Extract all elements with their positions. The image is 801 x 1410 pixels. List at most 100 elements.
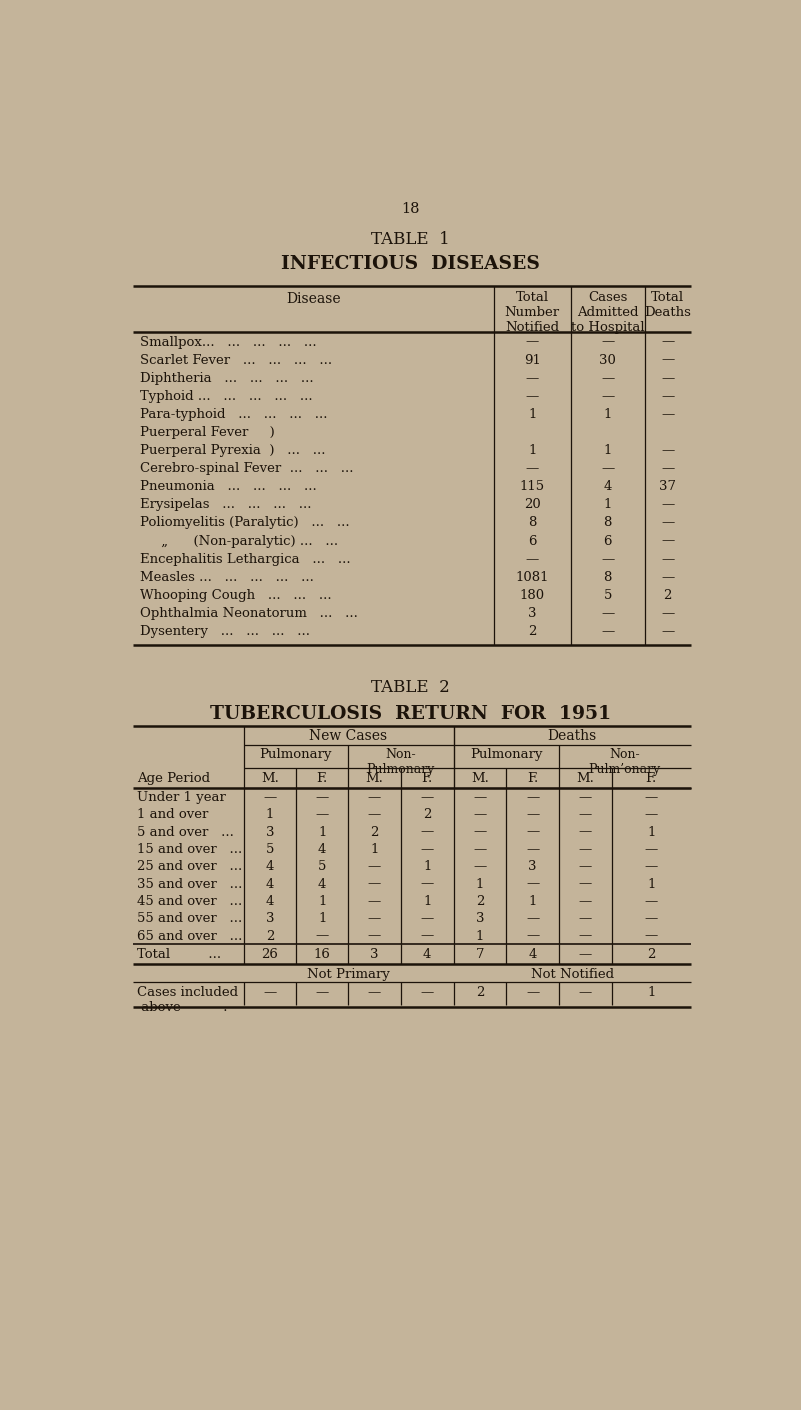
Text: Pneumonia   ...   ...   ...   ...: Pneumonia ... ... ... ... xyxy=(140,481,317,494)
Text: 115: 115 xyxy=(520,481,545,494)
Text: M.: M. xyxy=(261,771,279,785)
Text: 4: 4 xyxy=(604,481,612,494)
Text: —: — xyxy=(661,498,674,512)
Text: —: — xyxy=(473,826,486,839)
Text: —: — xyxy=(264,986,276,1000)
Text: Not Primary: Not Primary xyxy=(307,967,390,981)
Text: New Cases: New Cases xyxy=(309,729,388,743)
Text: —: — xyxy=(421,912,434,925)
Text: —: — xyxy=(421,843,434,856)
Text: —: — xyxy=(578,808,592,821)
Text: M.: M. xyxy=(577,771,594,785)
Text: Para-typhoid   ...   ...   ...   ...: Para-typhoid ... ... ... ... xyxy=(140,407,328,422)
Text: —: — xyxy=(525,462,539,475)
Text: —: — xyxy=(661,606,674,620)
Text: —: — xyxy=(421,826,434,839)
Text: —: — xyxy=(661,372,674,385)
Text: —: — xyxy=(601,462,614,475)
Text: —: — xyxy=(316,986,328,1000)
Text: —: — xyxy=(578,860,592,873)
Text: 1: 1 xyxy=(604,444,612,457)
Text: —: — xyxy=(578,791,592,804)
Text: Dysentery   ...   ...   ...   ...: Dysentery ... ... ... ... xyxy=(140,625,311,639)
Text: —: — xyxy=(421,791,434,804)
Text: Encephalitis Lethargica   ...   ...: Encephalitis Lethargica ... ... xyxy=(140,553,351,565)
Text: 2: 2 xyxy=(370,826,379,839)
Text: Cerebro-spinal Fever  ...   ...   ...: Cerebro-spinal Fever ... ... ... xyxy=(140,462,354,475)
Text: —: — xyxy=(526,877,539,891)
Text: —: — xyxy=(645,791,658,804)
Text: Age Period: Age Period xyxy=(137,771,211,785)
Text: —: — xyxy=(473,860,486,873)
Text: 3: 3 xyxy=(528,606,537,620)
Text: —: — xyxy=(526,929,539,942)
Text: 1: 1 xyxy=(647,826,655,839)
Text: 5: 5 xyxy=(266,843,274,856)
Text: 8: 8 xyxy=(528,516,537,530)
Text: Total         ...: Total ... xyxy=(137,948,221,960)
Text: 1: 1 xyxy=(604,407,612,422)
Text: 25 and over   ...: 25 and over ... xyxy=(137,860,243,873)
Text: —: — xyxy=(645,895,658,908)
Text: 2: 2 xyxy=(476,895,484,908)
Text: —: — xyxy=(473,843,486,856)
Text: 2: 2 xyxy=(528,625,537,639)
Text: Disease: Disease xyxy=(286,292,340,306)
Text: —: — xyxy=(578,895,592,908)
Text: 1: 1 xyxy=(318,826,326,839)
Text: 1: 1 xyxy=(370,843,379,856)
Text: Cases included
 above          .: Cases included above . xyxy=(137,986,239,1014)
Text: 65 and over   ...: 65 and over ... xyxy=(137,929,243,942)
Text: —: — xyxy=(578,826,592,839)
Text: —: — xyxy=(525,372,539,385)
Text: 1: 1 xyxy=(528,444,537,457)
Text: —: — xyxy=(525,389,539,403)
Text: Non-
Pulm’onary: Non- Pulm’onary xyxy=(589,747,661,776)
Text: —: — xyxy=(661,534,674,547)
Text: —: — xyxy=(578,843,592,856)
Text: 2: 2 xyxy=(266,929,274,942)
Text: 4: 4 xyxy=(266,877,274,891)
Text: —: — xyxy=(661,444,674,457)
Text: —: — xyxy=(421,877,434,891)
Text: 7: 7 xyxy=(476,948,484,960)
Text: —: — xyxy=(526,986,539,1000)
Text: 1: 1 xyxy=(423,895,432,908)
Text: Puerperal Pyrexia  )   ...   ...: Puerperal Pyrexia ) ... ... xyxy=(140,444,326,457)
Text: —: — xyxy=(316,808,328,821)
Text: 1 and over: 1 and over xyxy=(137,808,209,821)
Text: —: — xyxy=(661,625,674,639)
Text: 5: 5 xyxy=(318,860,326,873)
Text: —: — xyxy=(645,843,658,856)
Text: 1: 1 xyxy=(647,877,655,891)
Text: 5 and over   ...: 5 and over ... xyxy=(137,826,234,839)
Text: 1081: 1081 xyxy=(515,571,549,584)
Text: —: — xyxy=(526,791,539,804)
Text: —: — xyxy=(368,877,381,891)
Text: Scarlet Fever   ...   ...   ...   ...: Scarlet Fever ... ... ... ... xyxy=(140,354,332,367)
Text: Deaths: Deaths xyxy=(547,729,597,743)
Text: 8: 8 xyxy=(604,516,612,530)
Text: —: — xyxy=(601,606,614,620)
Text: 4: 4 xyxy=(529,948,537,960)
Text: —: — xyxy=(578,912,592,925)
Text: 3: 3 xyxy=(266,826,274,839)
Text: Whooping Cough   ...   ...   ...: Whooping Cough ... ... ... xyxy=(140,589,332,602)
Text: Pulmonary: Pulmonary xyxy=(470,747,542,761)
Text: 6: 6 xyxy=(528,534,537,547)
Text: Erysipelas   ...   ...   ...   ...: Erysipelas ... ... ... ... xyxy=(140,498,312,512)
Text: Not Notified: Not Notified xyxy=(530,967,614,981)
Text: —: — xyxy=(368,808,381,821)
Text: 1: 1 xyxy=(476,877,484,891)
Text: —: — xyxy=(601,625,614,639)
Text: 35 and over   ...: 35 and over ... xyxy=(137,877,243,891)
Text: 91: 91 xyxy=(524,354,541,367)
Text: M.: M. xyxy=(365,771,384,785)
Text: —: — xyxy=(316,791,328,804)
Text: 6: 6 xyxy=(603,534,612,547)
Text: —: — xyxy=(368,791,381,804)
Text: 1: 1 xyxy=(604,498,612,512)
Text: —: — xyxy=(601,389,614,403)
Text: —: — xyxy=(601,553,614,565)
Text: 2: 2 xyxy=(476,986,484,1000)
